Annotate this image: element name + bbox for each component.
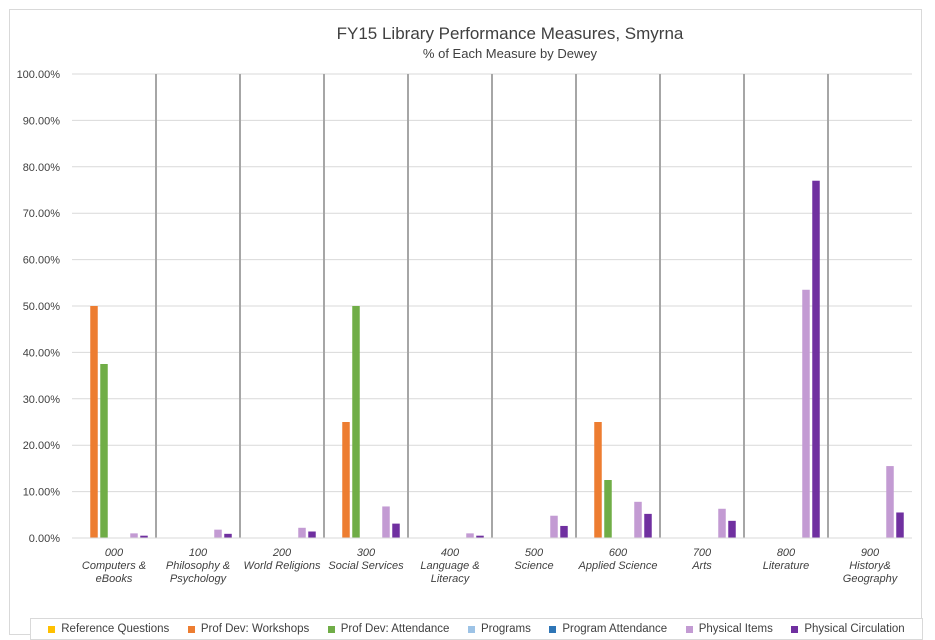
legend-item: Programs — [467, 623, 531, 635]
y-tick-label: 90.00% — [23, 115, 61, 127]
legend-label: Reference Questions — [61, 623, 170, 635]
x-category-label: 300 Social Services — [328, 547, 404, 572]
x-category-label: 900 History& Geography — [843, 547, 899, 585]
legend-item: Prof Dev: Attendance — [327, 623, 450, 635]
bar — [594, 422, 602, 538]
legend-item: Physical Items — [685, 623, 773, 635]
bar — [214, 529, 222, 538]
legend-label: Prof Dev: Attendance — [340, 623, 450, 635]
bar — [896, 512, 904, 538]
chart-svg: FY15 Library Performance Measures, Smyrn… — [17, 24, 912, 585]
legend-label: Program Attendance — [562, 623, 668, 635]
legend: Reference Questions Prof Dev: Workshops Pr… — [30, 618, 923, 640]
x-axis-labels: 000 Computers & eBooks 100 Philosophy & Psych… — [82, 547, 899, 585]
bar — [634, 501, 642, 538]
y-tick-label: 10.00% — [23, 487, 61, 499]
legend-item: Program Attendance — [549, 623, 667, 635]
bar — [392, 523, 400, 538]
legend-swatch — [791, 625, 799, 633]
legend-swatch — [549, 625, 557, 633]
bar — [100, 364, 108, 538]
legend-swatch — [685, 625, 693, 633]
bar — [224, 533, 232, 538]
bar — [550, 515, 558, 538]
bar — [886, 466, 894, 538]
bar — [130, 533, 138, 538]
bar — [560, 525, 568, 538]
bar — [802, 289, 810, 538]
x-category-label: 800 Literature — [763, 547, 809, 572]
bar — [466, 533, 474, 538]
category-separators — [155, 74, 829, 538]
y-tick-label: 100.00% — [17, 69, 61, 81]
legend-swatch — [187, 625, 195, 633]
bar — [140, 535, 148, 538]
legend-swatch — [467, 625, 475, 633]
legend-label: Physical Items — [698, 623, 773, 635]
bar — [718, 508, 726, 538]
chart-title: FY15 Library Performance Measures, Smyrn… — [337, 24, 684, 43]
x-category-label: 200 World Religions — [243, 547, 321, 572]
bar — [812, 180, 820, 538]
legend-label: Prof Dev: Workshops — [200, 623, 310, 635]
legend-item: Reference Questions — [48, 623, 169, 635]
legend-swatch — [48, 625, 56, 633]
x-category-label: 500 Science — [514, 547, 553, 572]
legend-swatch — [327, 625, 335, 633]
bar — [604, 480, 612, 538]
x-category-label: 000 Computers & eBooks — [82, 547, 146, 585]
y-tick-label: 50.00% — [23, 301, 61, 313]
y-tick-label: 70.00% — [23, 208, 61, 220]
bars — [72, 180, 912, 539]
x-category-label: 100 Philosophy & Psychology — [166, 547, 230, 585]
bar — [382, 506, 390, 538]
legend-item: Physical Circulation — [791, 623, 905, 635]
bar — [352, 306, 360, 538]
bar — [342, 422, 350, 538]
legend-label: Programs — [480, 623, 531, 635]
bar — [90, 306, 98, 538]
bar — [298, 527, 306, 538]
y-tick-label: 0.00% — [29, 533, 60, 545]
bar — [476, 535, 484, 538]
x-category-label: 700 Arts — [691, 547, 712, 572]
y-tick-label: 20.00% — [23, 440, 61, 452]
y-tick-label: 60.00% — [23, 255, 61, 267]
y-axis-ticks: 0.00% 10.00% 20.00% 30.00% 40.00% 50.00% 60.00… — [17, 69, 61, 545]
y-tick-label: 80.00% — [23, 162, 61, 174]
bar — [644, 513, 652, 538]
x-category-label: 600 Applied Science — [578, 547, 658, 572]
x-category-label: 400 Language & Literacy — [420, 547, 479, 585]
bar — [728, 520, 736, 538]
legend-label: Physical Circulation — [804, 623, 905, 635]
bar — [308, 531, 316, 538]
chart-area: FY15 Library Performance Measures, Smyrn… — [9, 9, 923, 640]
chart-subtitle: % of Each Measure by Dewey — [423, 46, 598, 61]
y-tick-label: 30.00% — [23, 394, 61, 406]
legend-item: Prof Dev: Workshops — [187, 623, 310, 635]
y-tick-label: 40.00% — [23, 347, 61, 359]
